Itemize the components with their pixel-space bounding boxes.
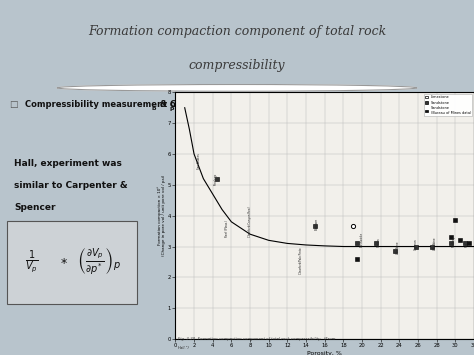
Text: Clearfork/Palo Pinto: Clearfork/Palo Pinto xyxy=(300,248,303,274)
Y-axis label: Formation compaction × 10⁶
(Change in pore vol / unit pore vol / psi): Formation compaction × 10⁶ (Change in po… xyxy=(157,175,166,256)
Text: Medway: Medway xyxy=(451,235,456,246)
Text: Clearfork/Canyon Reef: Clearfork/Canyon Reef xyxy=(248,207,252,237)
Text: b: b xyxy=(152,106,156,111)
Text: Guymon: Guymon xyxy=(414,238,418,250)
Legend: Limestone, Sandstone, Sandstone
(Bureau of Mines data): Limestone, Sandstone, Sandstone (Bureau … xyxy=(424,94,472,116)
Text: San Andres: San Andres xyxy=(197,154,201,169)
Text: p: p xyxy=(169,106,173,111)
Text: Borthwicke: Borthwicke xyxy=(360,231,364,246)
FancyBboxPatch shape xyxy=(7,220,137,305)
Text: Bloedorn: Bloedorn xyxy=(315,217,319,230)
Text: Strawn: Strawn xyxy=(377,237,381,246)
Text: similar to Carpenter &: similar to Carpenter & xyxy=(14,181,128,190)
Text: Hall."): Hall.") xyxy=(178,346,190,350)
Text: Woodbine: Woodbine xyxy=(395,241,400,254)
Text: $\left(\frac{\partial V_p}{\partial p^*}\right)_p$: $\left(\frac{\partial V_p}{\partial p^*}… xyxy=(77,246,121,277)
Text: Fig. 2-20  Formation compaction component of total rock compressibility.  (From: Fig. 2-20 Formation compaction component… xyxy=(178,337,335,341)
X-axis label: Porosity, %: Porosity, % xyxy=(307,351,342,355)
Text: Hall, experiment was: Hall, experiment was xyxy=(14,159,122,168)
Text: Tensleep: Tensleep xyxy=(213,173,218,185)
Text: $*$: $*$ xyxy=(60,255,67,268)
Text: Compressibility measurement of bulk and pore, C: Compressibility measurement of bulk and … xyxy=(25,100,260,109)
Text: compressibility: compressibility xyxy=(189,59,285,72)
Text: Formation compaction component of total rock: Formation compaction component of total … xyxy=(88,25,386,38)
Circle shape xyxy=(57,84,417,91)
Text: & C: & C xyxy=(157,100,176,109)
Text: Woodbine: Woodbine xyxy=(433,236,437,250)
Text: Reef (Pleas.): Reef (Pleas.) xyxy=(225,220,229,237)
Text: Spencer: Spencer xyxy=(14,203,55,212)
Text: □: □ xyxy=(9,100,17,109)
Text: $\frac{1}{V_p}$: $\frac{1}{V_p}$ xyxy=(25,248,38,274)
Text: Frio: Frio xyxy=(465,242,468,246)
